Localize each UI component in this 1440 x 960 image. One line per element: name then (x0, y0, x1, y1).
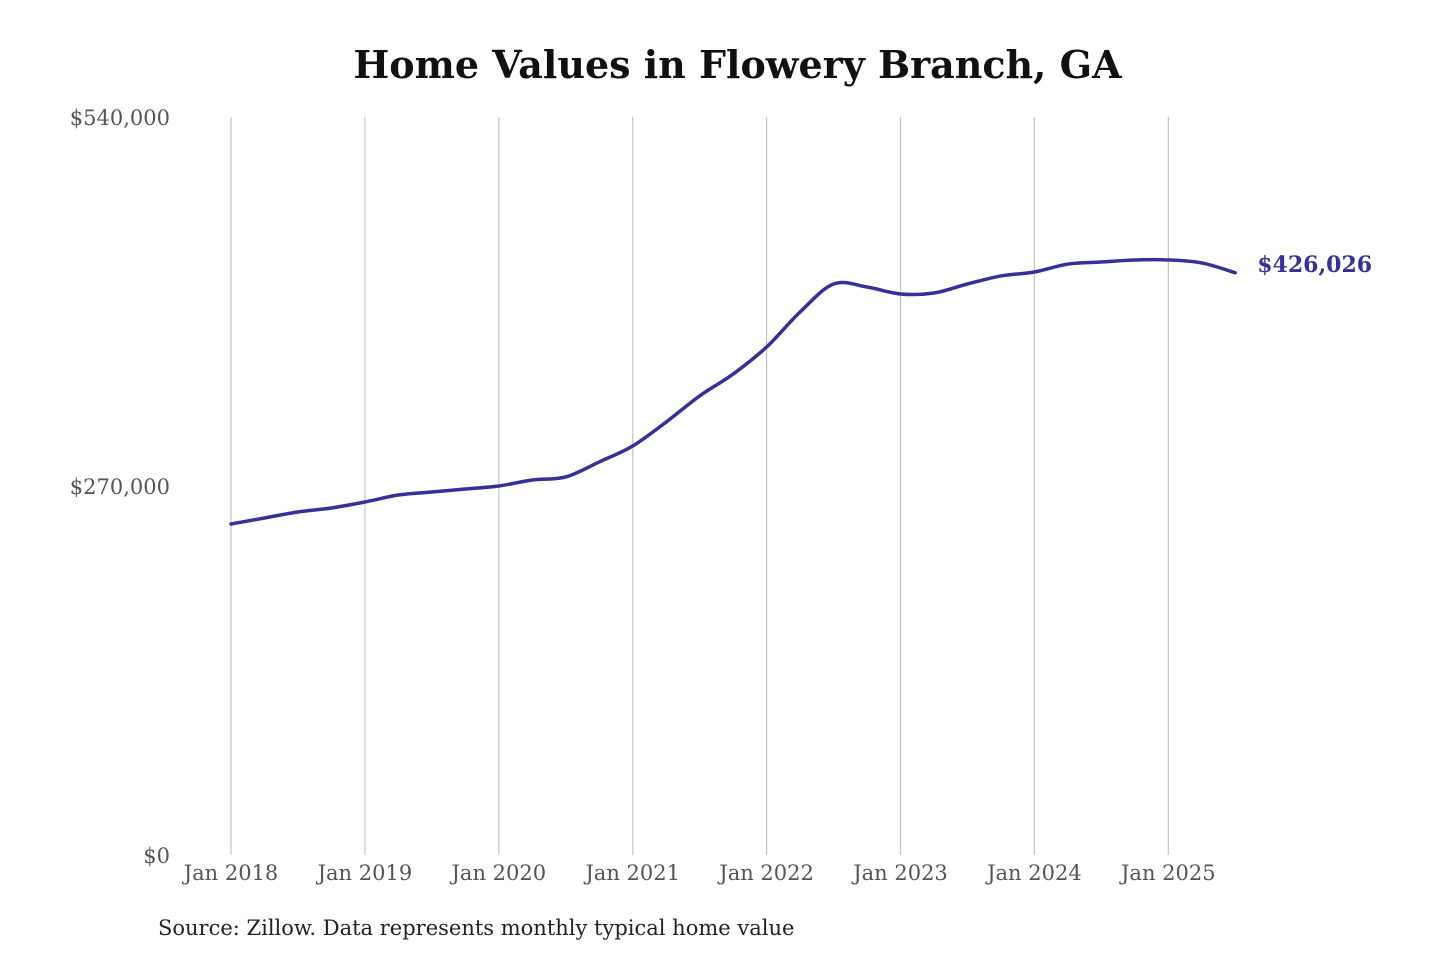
end-value-label: $426,026 (1257, 252, 1372, 278)
y-tick-label: $270,000 (70, 475, 170, 499)
source-note: Source: Zillow. Data represents monthly … (158, 916, 795, 940)
x-tick-label: Jan 2019 (316, 861, 413, 885)
x-tick-label: Jan 2025 (1119, 861, 1216, 885)
chart-title: Home Values in Flowery Branch, GA (353, 42, 1122, 87)
x-tick-label: Jan 2021 (583, 861, 680, 885)
x-tick-label: Jan 2020 (450, 861, 547, 885)
x-tick-label: Jan 2023 (851, 861, 948, 885)
series-line (229, 257, 1237, 526)
y-tick-label: $0 (143, 844, 170, 868)
x-tick-label: Jan 2022 (717, 861, 814, 885)
y-tick-label: $540,000 (70, 106, 170, 130)
x-tick-label: Jan 2024 (985, 861, 1082, 885)
x-tick-label: Jan 2018 (182, 861, 279, 885)
